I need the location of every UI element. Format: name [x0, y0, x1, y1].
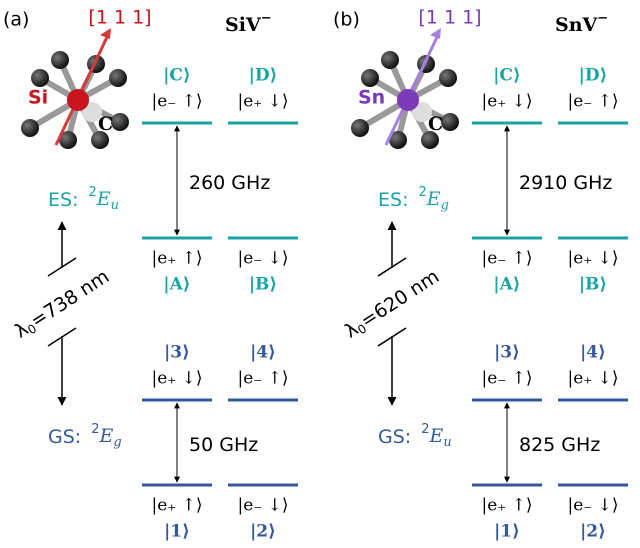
manifold: GS: — [378, 426, 411, 448]
term-label: ES: 2Eu — [48, 185, 119, 213]
ket: |e₊ ↑⟩ — [151, 249, 202, 269]
defect-title: SnV− — [555, 11, 608, 37]
ket: |e₊ ↓⟩ — [481, 92, 532, 112]
term-sup: 2 — [418, 185, 426, 200]
defect-name: SiV — [225, 14, 262, 36]
state-name: |2⟩ — [580, 522, 606, 542]
state-name: |C⟩ — [493, 66, 520, 86]
state-name: |1⟩ — [494, 522, 520, 542]
term-sup: 2 — [91, 422, 99, 437]
carbon-atom — [109, 69, 127, 87]
axis-label: [1 1 1] — [88, 7, 151, 29]
state-name: |2⟩ — [250, 522, 276, 542]
state-name: |A⟩ — [163, 275, 190, 295]
carbon-atom — [31, 69, 49, 87]
term-sub: g — [113, 435, 121, 450]
state-name: |3⟩ — [494, 343, 520, 363]
ket: |e₋ ↓⟩ — [237, 496, 288, 516]
ket: |e₋ ↑⟩ — [481, 369, 532, 389]
carbon-atom — [51, 51, 69, 69]
ket: |e₊ ↓⟩ — [567, 369, 618, 389]
defect-name: SnV — [555, 14, 599, 36]
dopant-atom — [397, 89, 419, 111]
term-sup: 2 — [88, 185, 96, 200]
ket: |e₋ ↑⟩ — [151, 92, 202, 112]
state-name: |D⟩ — [249, 66, 278, 86]
defect-title: SiV− — [225, 11, 272, 37]
axis-label: [1 1 1] — [418, 7, 481, 29]
manifold: ES: — [48, 189, 78, 211]
ket: |e₊ ↓⟩ — [237, 92, 288, 112]
ket: |e₋ ↑⟩ — [567, 92, 618, 112]
state-name: |4⟩ — [250, 343, 276, 363]
ket: |e₊ ↓⟩ — [567, 249, 618, 269]
term-symbol: E — [96, 188, 111, 210]
dopant-label: Si — [28, 87, 48, 109]
state-name: |B⟩ — [579, 275, 607, 295]
carbon-label: C — [98, 113, 113, 135]
splitting-label: 50 GHz — [189, 434, 258, 456]
term-symbol: E — [426, 188, 441, 210]
ket: |e₊ ↑⟩ — [481, 496, 532, 516]
splitting-label: 825 GHz — [519, 434, 600, 456]
carbon-label: C — [428, 113, 443, 135]
ket: |e₋ ↑⟩ — [237, 369, 288, 389]
splitting-label: 2910 GHz — [519, 172, 612, 194]
term-sub: g — [441, 198, 449, 213]
term-symbol: E — [98, 425, 113, 447]
term-symbol: E — [428, 425, 443, 447]
ket: |e₋ ↑⟩ — [481, 249, 532, 269]
state-name: |D⟩ — [579, 66, 608, 86]
term-sup: 2 — [421, 422, 429, 437]
carbon-atom — [441, 113, 459, 131]
state-name: |C⟩ — [163, 66, 190, 86]
defect-charge: − — [597, 11, 608, 26]
term-label: GS: 2Eu — [378, 422, 452, 450]
ket: |e₋ ↓⟩ — [237, 249, 288, 269]
carbon-atom — [111, 113, 129, 131]
ket: |e₊ ↓⟩ — [151, 369, 202, 389]
state-name: |1⟩ — [164, 522, 190, 542]
dopant-label: Sn — [358, 87, 385, 109]
ket: |e₊ ↑⟩ — [151, 496, 202, 516]
state-name: |4⟩ — [580, 343, 606, 363]
manifold: ES: — [378, 189, 408, 211]
manifold: GS: — [48, 426, 81, 448]
carbon-atom — [439, 69, 457, 87]
carbon-atom — [351, 119, 369, 137]
term-sub: u — [443, 435, 451, 450]
term-sub: u — [111, 198, 119, 213]
carbon-atom — [381, 51, 399, 69]
carbon-atom — [21, 119, 39, 137]
diagram: (a)SiV−[1 1 1]SiC|e₋ ↑⟩|C⟩|e₊ ↓⟩|D⟩|e₊ ↑… — [0, 0, 640, 548]
dopant-atom — [67, 89, 89, 111]
carbon-atom — [361, 69, 379, 87]
defect-charge: − — [261, 11, 272, 26]
ket: |e₋ ↓⟩ — [567, 496, 618, 516]
panel-label: (b) — [333, 9, 360, 31]
state-name: |3⟩ — [164, 343, 190, 363]
term-label: GS: 2Eg — [48, 422, 122, 450]
term-label: ES: 2Eg — [378, 185, 449, 213]
splitting-label: 260 GHz — [189, 172, 270, 194]
state-name: |A⟩ — [493, 275, 520, 295]
state-name: |B⟩ — [249, 275, 277, 295]
panel-label: (a) — [3, 9, 29, 31]
